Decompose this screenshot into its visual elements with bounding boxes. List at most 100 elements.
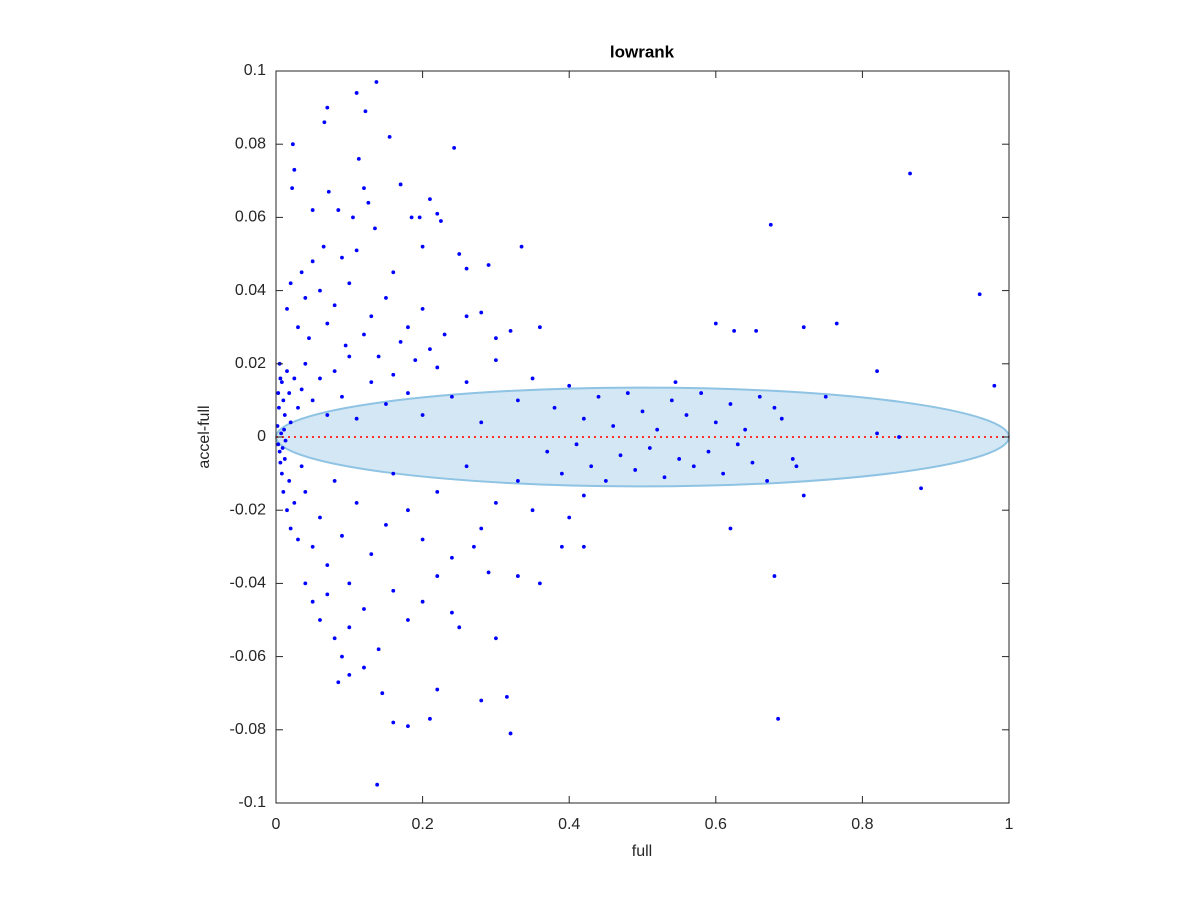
point	[772, 405, 777, 410]
point	[290, 186, 295, 191]
point	[343, 343, 348, 348]
point	[398, 182, 403, 187]
y-tick-label: 0	[257, 428, 266, 445]
point	[288, 281, 293, 286]
point	[288, 526, 293, 531]
point	[662, 475, 667, 480]
point	[354, 416, 359, 421]
point	[486, 263, 491, 267]
point	[728, 402, 733, 406]
point	[409, 215, 414, 220]
point	[296, 537, 300, 542]
point	[290, 142, 295, 147]
point	[292, 500, 297, 505]
point	[325, 592, 330, 597]
point	[435, 687, 440, 692]
point	[277, 449, 282, 454]
point	[322, 120, 327, 125]
point	[275, 424, 280, 428]
point	[413, 358, 418, 363]
point	[633, 468, 638, 472]
point	[278, 460, 283, 465]
point	[420, 537, 425, 542]
point	[977, 292, 982, 297]
y-axis-label: accel-full	[196, 405, 213, 468]
point	[640, 409, 645, 414]
point	[713, 321, 718, 326]
point	[303, 581, 308, 586]
point	[464, 266, 469, 271]
point	[318, 618, 322, 622]
point	[479, 526, 484, 531]
point	[384, 296, 388, 300]
point	[801, 325, 806, 330]
point	[347, 354, 352, 359]
point	[452, 145, 457, 150]
point	[283, 438, 288, 443]
point	[277, 405, 281, 410]
point	[366, 200, 371, 205]
point	[380, 691, 385, 696]
point	[299, 270, 304, 275]
point	[391, 372, 396, 377]
x-tick-label: 0.4	[558, 816, 580, 833]
point	[340, 394, 344, 399]
point	[450, 610, 454, 615]
point	[351, 215, 355, 220]
point	[374, 80, 379, 84]
point	[281, 398, 286, 403]
point	[354, 248, 359, 253]
point	[794, 464, 799, 469]
point	[515, 574, 520, 578]
point	[279, 431, 284, 436]
point	[464, 380, 469, 384]
point	[318, 376, 322, 381]
point	[310, 544, 315, 549]
point	[479, 310, 484, 315]
point	[420, 413, 425, 417]
point	[530, 376, 535, 381]
point	[340, 255, 344, 260]
point	[677, 457, 682, 461]
point	[897, 435, 901, 439]
x-tick-label: 0.8	[851, 816, 873, 833]
point	[768, 222, 773, 227]
point	[457, 252, 462, 256]
point	[435, 574, 440, 578]
point	[363, 109, 368, 114]
point	[280, 446, 285, 450]
point	[299, 464, 304, 469]
point	[362, 607, 366, 611]
point	[292, 167, 297, 172]
point	[356, 156, 361, 161]
point	[362, 186, 366, 191]
point	[347, 581, 352, 586]
point	[420, 599, 425, 604]
point	[406, 325, 410, 330]
point	[776, 716, 781, 721]
point	[310, 599, 315, 604]
point	[310, 208, 315, 212]
point	[299, 387, 304, 392]
point	[303, 490, 308, 494]
x-tick-label: 1	[1005, 816, 1014, 833]
point	[457, 625, 462, 630]
point	[391, 720, 396, 725]
y-tick-label: 0.04	[235, 282, 266, 299]
y-tick-label: -0.1	[238, 794, 266, 811]
point	[428, 197, 432, 202]
point	[287, 479, 292, 483]
point	[611, 424, 616, 428]
point	[684, 413, 689, 417]
point	[362, 332, 366, 337]
point	[669, 398, 674, 403]
point	[340, 654, 344, 659]
point	[420, 244, 425, 249]
point	[450, 394, 454, 399]
point	[428, 347, 432, 352]
y-tick-label: -0.02	[230, 501, 267, 518]
point	[519, 244, 524, 249]
point	[757, 394, 762, 399]
point	[596, 394, 601, 399]
